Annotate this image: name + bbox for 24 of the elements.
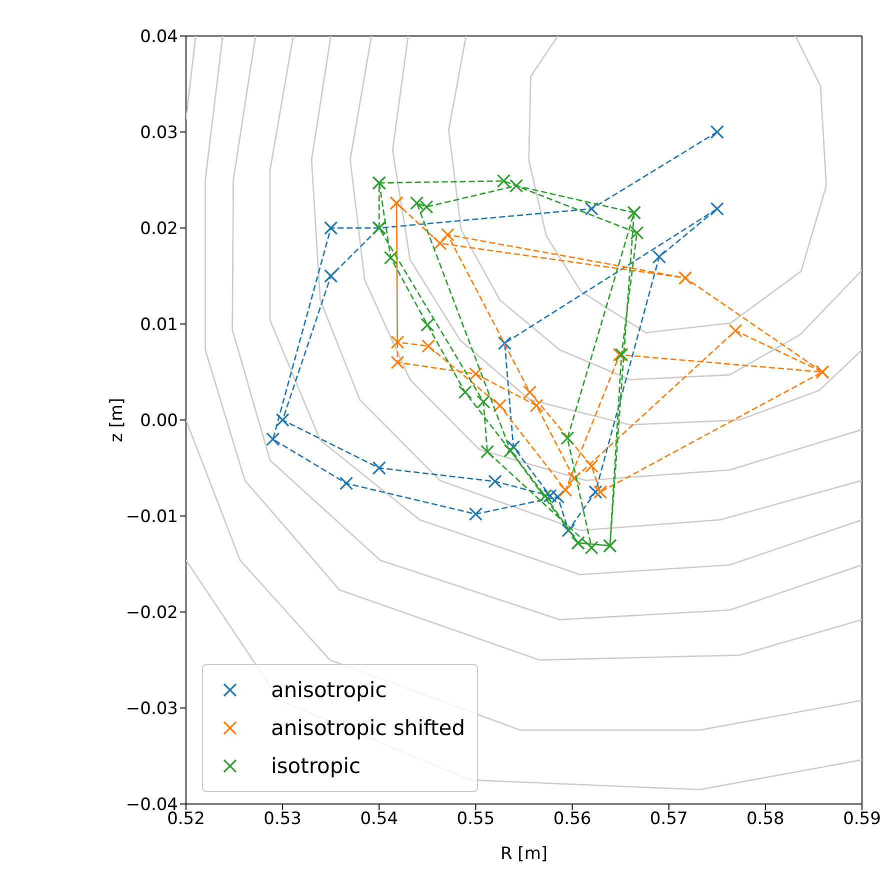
x-tick-label: 0.57 — [650, 809, 688, 830]
y-tick-label: −0.03 — [126, 699, 178, 720]
x-tick-label: 0.56 — [553, 809, 592, 830]
legend-label: anisotropic — [271, 678, 387, 702]
legend-label: anisotropic shifted — [271, 716, 466, 740]
legend-label: isotropic — [271, 754, 361, 778]
y-tick-label: 0.04 — [140, 27, 178, 48]
y-tick-label: 0.02 — [140, 219, 178, 240]
y-axis-title: z [m] — [107, 398, 128, 442]
x-tick-label: 0.53 — [264, 809, 302, 830]
y-tick-label: −0.01 — [126, 507, 178, 528]
x-axis-title: R [m] — [500, 844, 548, 864]
y-tick-label: 0.00 — [140, 411, 178, 432]
line-series — [528, 36, 827, 334]
y-tick-label: 0.01 — [140, 315, 178, 336]
line-series — [448, 36, 862, 380]
x-tick-label: 0.55 — [456, 809, 495, 830]
line-series — [349, 36, 862, 482]
x-tick-label: 0.54 — [360, 809, 398, 830]
x-tick-label: 0.59 — [843, 809, 881, 830]
y-tick-label: 0.03 — [140, 123, 178, 144]
y-tick-label: −0.02 — [126, 603, 178, 624]
x-tick-label: 0.58 — [746, 809, 784, 830]
line-series — [392, 36, 862, 426]
